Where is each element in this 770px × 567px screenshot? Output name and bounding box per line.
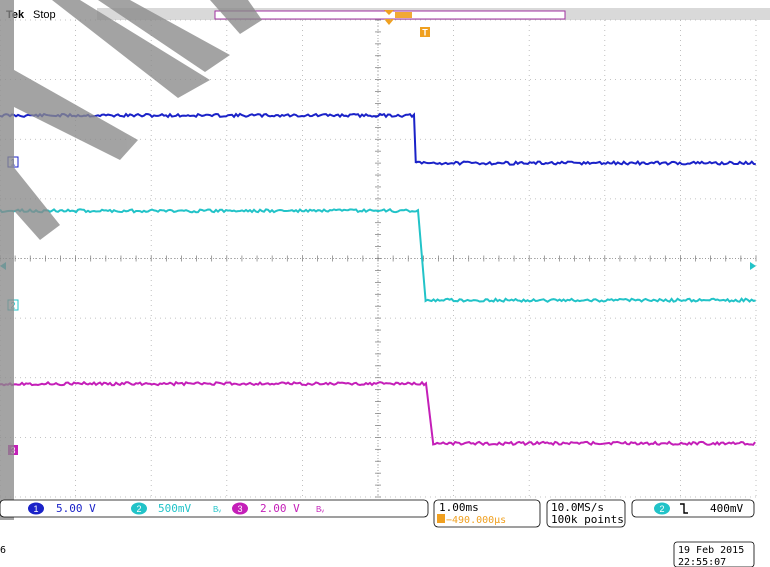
trigger-delay-icon <box>437 514 445 523</box>
footer-left-label: 6 <box>0 545 6 556</box>
run-status: Stop <box>33 9 56 21</box>
trigger-marker-icon <box>420 27 430 37</box>
ch2-scale-readout[interactable]: 2 500mV Bᵥ <box>131 502 221 515</box>
graticule <box>0 19 757 498</box>
trigger-level-right-icon[interactable] <box>750 262 756 270</box>
ch1-scale: 5.00 V <box>56 502 96 515</box>
waveforms <box>0 112 756 447</box>
ch1-scale-readout[interactable]: 1 5.00 V <box>28 502 96 515</box>
expansion-point-icon <box>384 19 394 25</box>
ch3-badge-label: 3 <box>237 504 242 514</box>
ch1-trace <box>0 112 756 167</box>
trigger-readout[interactable]: 2 400mV <box>631 499 755 518</box>
ch1-badge-label: 1 <box>33 504 38 514</box>
ch2-badge-label: 2 <box>136 504 141 514</box>
ch3-bw-limit-icon: Bᵥ <box>316 505 324 514</box>
trigger-marker-label: T <box>422 28 428 38</box>
timestamp-readout: 19 Feb 2015 22:55:07 <box>673 541 755 567</box>
overlay-stripes <box>0 0 262 520</box>
ch2-bw-limit-icon: Bᵥ <box>213 505 221 514</box>
trigger-delay: −490.000μs <box>446 515 506 526</box>
timestamp-date: 19 Feb 2015 <box>678 545 744 556</box>
ch3-scale-readout[interactable]: 3 2.00 V Bᵥ <box>232 502 324 515</box>
ch3-scale: 2.00 V <box>260 502 300 515</box>
ch2-scale: 500mV <box>158 502 191 515</box>
acquisition-readout[interactable]: 10.0MS/s 100k points <box>546 499 626 528</box>
trigger-position-icon[interactable] <box>384 10 394 15</box>
trigger-source-label: 2 <box>659 504 664 514</box>
timestamp-time: 22:55:07 <box>678 557 726 567</box>
ch3-trace <box>0 380 756 447</box>
header-right-box <box>680 8 770 20</box>
record-length: 100k points <box>551 513 624 526</box>
record-view-window[interactable] <box>395 12 412 18</box>
trigger-level: 400mV <box>710 502 743 515</box>
sample-rate: 10.0MS/s <box>551 501 604 514</box>
ch2-trace <box>0 207 756 303</box>
trigger-falling-edge-icon <box>680 503 688 514</box>
timebase-scale: 1.00ms <box>439 501 479 514</box>
channel-status-box <box>0 499 429 518</box>
timebase-readout[interactable]: 1.00ms −490.000μs <box>433 499 541 528</box>
